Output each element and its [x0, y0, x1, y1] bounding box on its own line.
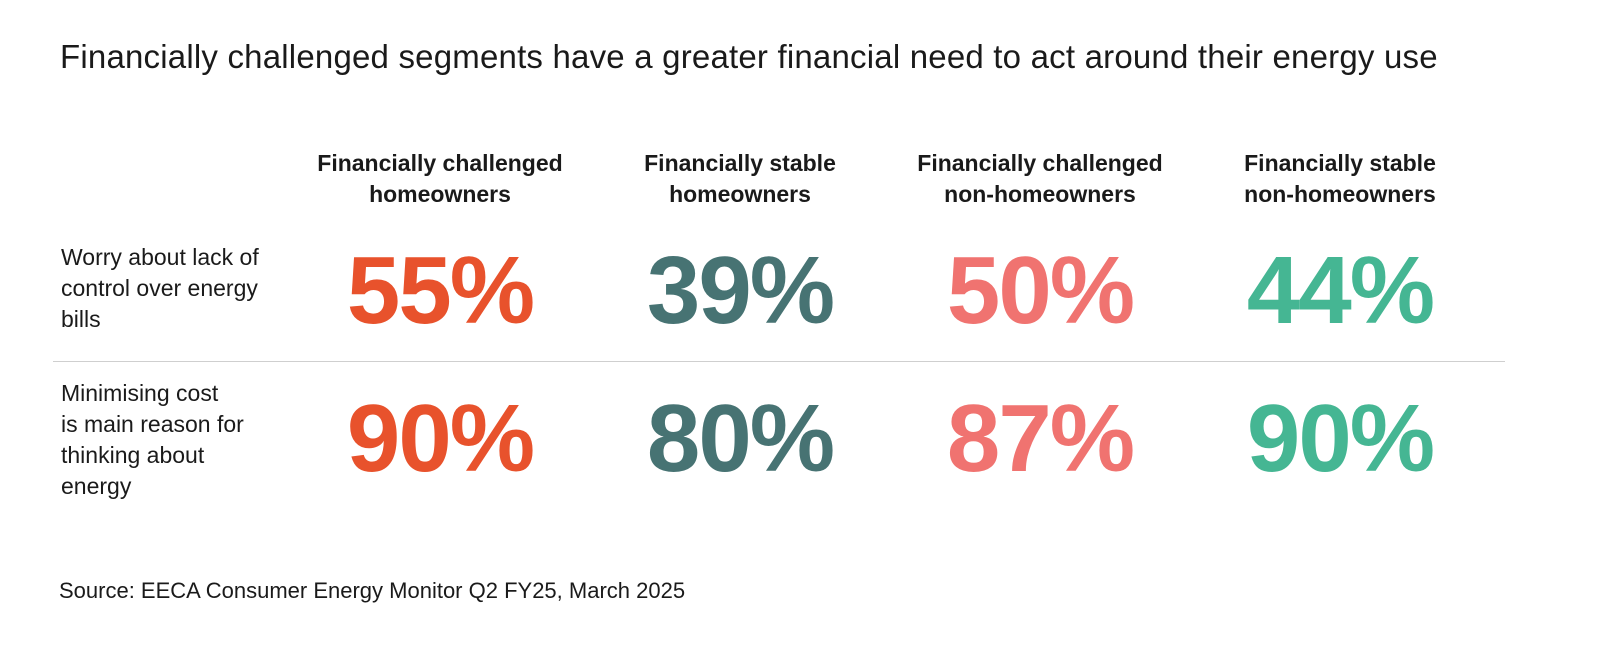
- value-row2-col2: 80%: [646, 385, 835, 492]
- value-row1-col2: 39%: [646, 237, 835, 344]
- value-row2-col3: 87%: [946, 385, 1135, 492]
- column-header-financially-stable-non-homeowners: Financially stable non-homeowners: [1244, 150, 1436, 207]
- row-divider: [53, 361, 1505, 362]
- row-label-worry-energy-bills: Worry about lack of control over energy …: [61, 244, 259, 332]
- chart-title: Financially challenged segments have a g…: [60, 38, 1438, 75]
- column-header-financially-stable-homeowners: Financially stable homeowners: [644, 150, 836, 207]
- column-header-financially-challenged-homeowners: Financially challenged homeowners: [317, 150, 563, 207]
- column-header-financially-challenged-non-homeowners: Financially challenged non-homeowners: [917, 150, 1163, 207]
- value-row1-col1: 55%: [346, 237, 535, 344]
- value-row1-col4: 44%: [1246, 237, 1435, 344]
- value-row2-col1: 90%: [346, 385, 535, 492]
- row-label-minimising-cost: Minimising cost is main reason for think…: [61, 380, 244, 499]
- value-row1-col3: 50%: [946, 237, 1135, 344]
- value-row2-col4: 90%: [1246, 385, 1435, 492]
- source-note: Source: EECA Consumer Energy Monitor Q2 …: [59, 578, 686, 603]
